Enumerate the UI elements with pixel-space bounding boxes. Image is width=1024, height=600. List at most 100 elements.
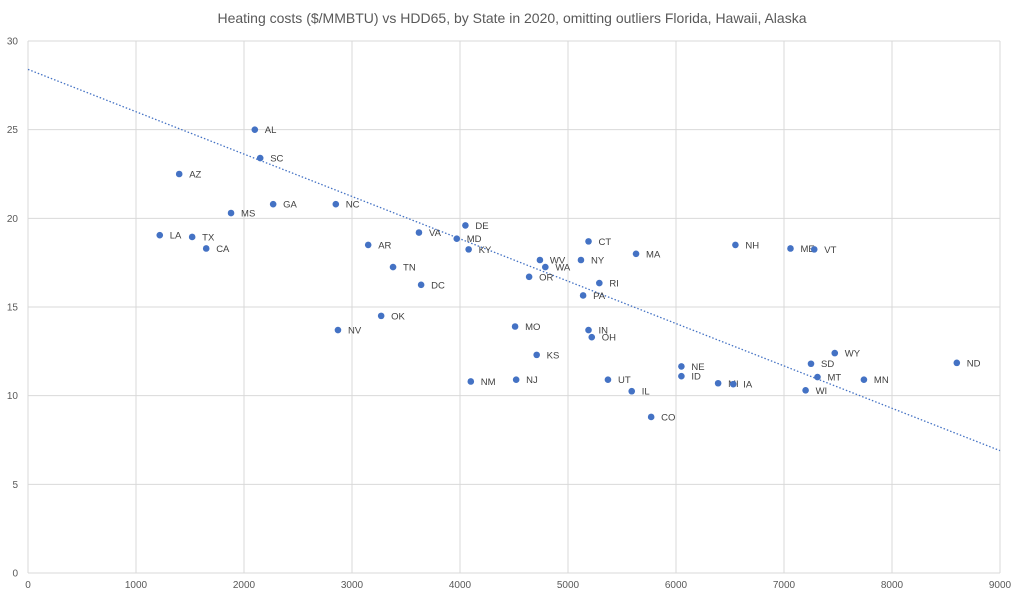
data-point-mt xyxy=(814,373,821,381)
data-point-nj xyxy=(512,376,520,384)
data-point-nh xyxy=(732,241,739,249)
data-point-nm xyxy=(467,378,475,385)
data-point-ks xyxy=(533,351,540,359)
point-label-wi: WI xyxy=(816,386,828,397)
x-tick-label: 0 xyxy=(25,580,31,591)
data-point-mn xyxy=(860,376,868,384)
point-label-vt: VT xyxy=(824,245,836,256)
point-label-nc: NC xyxy=(346,200,360,211)
point-label-de: DE xyxy=(475,221,488,232)
data-point-ga xyxy=(269,200,277,208)
y-tick-label: 10 xyxy=(7,391,19,402)
point-label-nh: NH xyxy=(745,240,759,251)
point-label-ny: NY xyxy=(591,256,605,267)
point-label-va: VA xyxy=(429,228,442,239)
point-label-in: IN xyxy=(599,326,609,337)
point-label-id: ID xyxy=(691,372,701,383)
y-tick-label: 5 xyxy=(12,480,18,491)
point-label-az: AZ xyxy=(189,170,201,181)
point-label-ma: MA xyxy=(646,249,661,260)
data-point-ar xyxy=(364,241,372,249)
data-point-md xyxy=(453,235,461,243)
data-point-nd xyxy=(953,359,961,367)
point-label-ut: UT xyxy=(618,375,631,386)
trendline xyxy=(27,68,1001,452)
data-point-mo xyxy=(511,323,519,330)
y-tick-label: 15 xyxy=(7,303,19,314)
point-label-nm: NM xyxy=(481,377,496,388)
point-label-ct: CT xyxy=(599,237,612,248)
point-label-ar: AR xyxy=(378,240,391,251)
data-point-or xyxy=(525,273,533,281)
x-tick-label: 1000 xyxy=(125,580,148,591)
point-label-tx: TX xyxy=(202,232,215,243)
point-label-nd: ND xyxy=(967,358,981,369)
point-label-sc: SC xyxy=(270,154,283,165)
point-label-ga: GA xyxy=(283,200,297,211)
point-label-tn: TN xyxy=(403,263,416,274)
data-point-ct xyxy=(585,238,592,245)
x-tick-label: 2000 xyxy=(233,580,256,591)
point-label-ca: CA xyxy=(216,244,230,255)
y-tick-label: 30 xyxy=(7,37,19,48)
data-point-al xyxy=(251,126,259,133)
grid-layer xyxy=(27,40,1001,574)
point-label-wa: WA xyxy=(555,263,571,274)
data-point-oh xyxy=(588,333,596,341)
point-label-ok: OK xyxy=(391,311,405,322)
x-tick-label: 3000 xyxy=(341,580,364,591)
point-label-ky: KY xyxy=(479,245,492,256)
point-label-wy: WY xyxy=(845,349,861,360)
point-label-oh: OH xyxy=(602,333,616,344)
data-point-ri xyxy=(596,279,603,287)
data-point-va xyxy=(415,229,423,236)
data-point-wi xyxy=(802,387,809,394)
point-label-mo: MO xyxy=(525,322,540,333)
data-point-tx xyxy=(188,233,196,241)
point-label-ne: NE xyxy=(691,362,704,373)
point-label-mn: MN xyxy=(874,375,889,386)
point-label-wv: WV xyxy=(550,256,566,267)
data-point-sc xyxy=(256,154,264,162)
point-label-il: IL xyxy=(642,387,650,398)
x-tick-label: 5000 xyxy=(557,580,580,591)
data-point-sd xyxy=(807,360,815,368)
data-point-wa xyxy=(542,263,549,271)
point-label-pa: PA xyxy=(593,291,606,302)
point-label-or: OR xyxy=(539,272,553,283)
trendline-layer xyxy=(27,68,1001,452)
data-point-dc xyxy=(417,281,425,289)
data-point-nc xyxy=(332,200,340,208)
x-tick-label: 6000 xyxy=(665,580,688,591)
data-point-ma xyxy=(632,250,640,258)
data-point-me xyxy=(787,245,794,252)
data-point-ny xyxy=(577,256,585,264)
point-label-nv: NV xyxy=(348,326,362,337)
point-label-la: LA xyxy=(170,231,182,242)
data-point-tn xyxy=(389,263,397,271)
y-tick-label: 0 xyxy=(12,569,18,580)
point-label-co: CO xyxy=(661,412,675,423)
data-point-nv xyxy=(334,326,342,334)
data-point-ky xyxy=(465,246,472,253)
point-label-mt: MT xyxy=(827,373,841,384)
data-point-wv xyxy=(536,256,544,264)
tick-labels: 0 1000 2000 3000 4000 5000 6000 7000 8000 9000 0 5 1… xyxy=(7,37,1012,592)
point-label-sd: SD xyxy=(821,359,834,370)
data-point-ms xyxy=(227,209,235,217)
point-label-md: MD xyxy=(467,234,482,245)
data-point-pa xyxy=(579,292,587,299)
data-point-la xyxy=(156,231,164,239)
x-tick-label: 4000 xyxy=(449,580,472,591)
y-tick-label: 25 xyxy=(7,125,19,136)
data-point-az xyxy=(175,170,183,178)
data-point-ne xyxy=(678,363,685,370)
data-point-ut xyxy=(604,376,612,384)
data-point-mi xyxy=(714,379,722,387)
x-tick-label: 9000 xyxy=(989,580,1012,591)
point-label-ia: IA xyxy=(743,380,753,391)
y-tick-label: 20 xyxy=(7,214,19,225)
